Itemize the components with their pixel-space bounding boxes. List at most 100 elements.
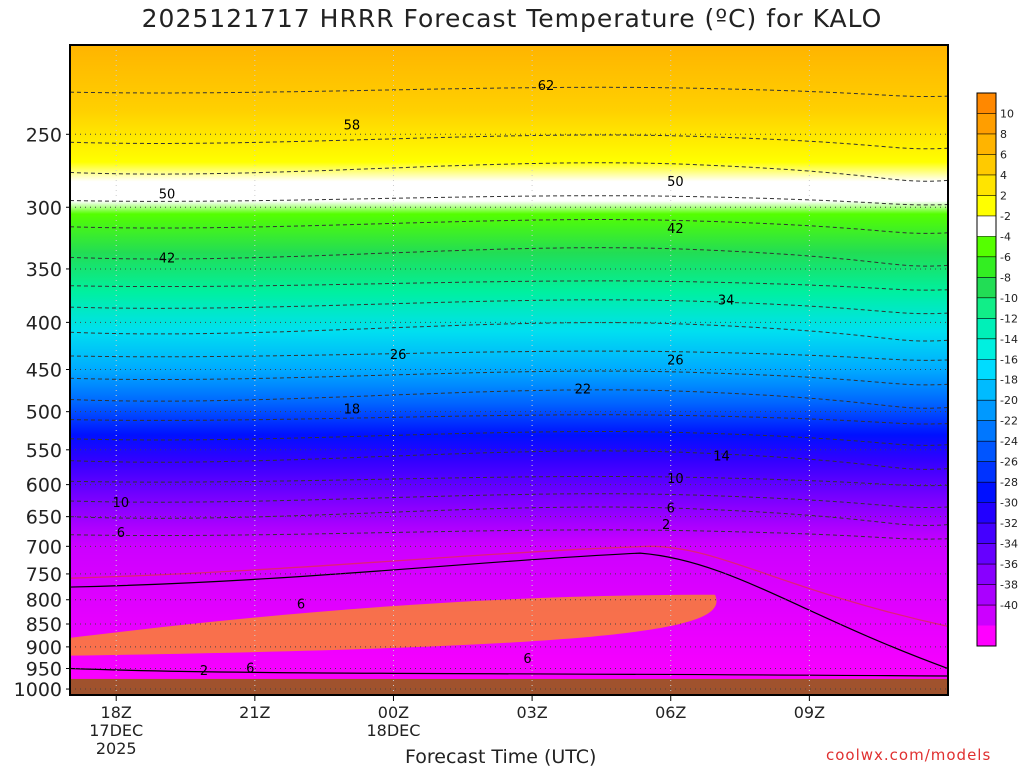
isotherm-dashed — [69, 162, 949, 182]
colorbar-swatch — [977, 236, 996, 258]
contour-label: 26 — [667, 354, 684, 369]
contour-label: 6 — [523, 652, 531, 667]
y-tick-label: 900 — [26, 637, 62, 659]
contour-label: 62 — [538, 79, 555, 94]
isotherm-dashed — [69, 370, 949, 386]
colorbar-swatch — [977, 277, 996, 299]
contour-label: 2 — [662, 518, 670, 533]
contour-label: 6 — [297, 598, 305, 613]
colorbar-label: -24 — [1000, 435, 1018, 448]
colorbar-swatch — [977, 379, 996, 401]
colorbar-label: -34 — [1000, 538, 1018, 551]
isotherm-dashed — [69, 322, 949, 342]
x-tick-label: 09Z — [794, 703, 825, 722]
x-tick-label: 18DEC — [366, 721, 420, 740]
y-tick-label: 400 — [26, 312, 62, 334]
colorbar-swatch — [977, 113, 996, 135]
colorbar-swatch — [977, 461, 996, 483]
y-tick-label: 700 — [26, 536, 62, 558]
contour-label: 6 — [246, 662, 254, 677]
site-credit[interactable]: coolwx.com/models — [826, 746, 992, 764]
colorbar-swatch — [977, 502, 996, 524]
colorbar-label: 6 — [1000, 148, 1007, 161]
colorbar-label: -6 — [1000, 251, 1011, 264]
colorbar-swatch — [977, 154, 996, 176]
colorbar-swatch — [977, 625, 996, 647]
colorbar-label: -36 — [1000, 558, 1018, 571]
colorbar-swatch — [977, 441, 996, 463]
colorbar-swatch — [977, 93, 996, 114]
colorbar-swatch — [977, 174, 996, 196]
contour-label: 42 — [667, 222, 684, 237]
isotherm-dashed — [69, 493, 949, 509]
colorbar-label: -18 — [1000, 374, 1018, 387]
colorbar-swatch — [977, 359, 996, 381]
y-tick-label: 350 — [26, 259, 62, 281]
colorbar-swatch — [977, 400, 996, 422]
colorbar-swatch — [977, 482, 996, 504]
colorbar-label: -14 — [1000, 333, 1018, 346]
colorbar-swatch — [977, 523, 996, 545]
contour-label: 2 — [200, 664, 208, 679]
contour-label: 26 — [390, 348, 407, 363]
isotherm-dashed — [69, 414, 949, 425]
chart-title: 2025121717 HRRR Forecast Temperature (ºC… — [141, 4, 883, 33]
colorbar-label: -30 — [1000, 497, 1018, 510]
contour-label: 22 — [575, 383, 592, 398]
isotherm-dashed — [69, 86, 949, 98]
colorbar-label: 2 — [1000, 189, 1007, 202]
y-tick-label: 650 — [26, 507, 62, 529]
y-tick-label: 600 — [26, 475, 62, 497]
colorbar-label: -38 — [1000, 579, 1018, 592]
isotherm-dashed — [69, 299, 949, 315]
colorbar: 10 8 6 4 2 -2 -4 -6 -8 -10 -12 -14 -16 -18 -20 -22 -24 -2… — [976, 92, 1018, 647]
contour-label: 34 — [718, 294, 735, 309]
colorbar-swatch — [977, 564, 996, 586]
isotherm-dashed — [69, 219, 949, 234]
isotherm-dashed — [69, 280, 949, 291]
colorbar-swatch — [977, 195, 996, 217]
colorbar-swatch — [977, 256, 996, 278]
contour-label: 10 — [667, 472, 684, 487]
y-tick-label: 750 — [26, 564, 62, 586]
colorbar-swatch — [977, 318, 996, 340]
isotherm-dashed — [69, 389, 949, 409]
x-axis-label: Forecast Time (UTC) — [405, 746, 597, 768]
contour-label: 42 — [159, 251, 176, 266]
colorbar-swatch — [977, 584, 996, 606]
x-tick-label: 18Z — [101, 703, 132, 722]
colorbar-label: 8 — [1000, 128, 1007, 141]
y-tick-label: 250 — [26, 124, 62, 146]
y-tick-label: 500 — [26, 402, 62, 424]
colorbar-label: -20 — [1000, 394, 1018, 407]
colorbar-label: -4 — [1000, 230, 1011, 243]
colorbar-frame — [976, 92, 997, 647]
colorbar-label: -12 — [1000, 312, 1018, 325]
isotherm-dashed — [69, 247, 949, 267]
contour-label: 18 — [344, 402, 361, 417]
x-tick-label: 06Z — [655, 703, 686, 722]
y-tick-label: 300 — [26, 197, 62, 219]
colorbar-swatch — [977, 133, 996, 155]
contour-label: 6 — [117, 526, 125, 541]
colorbar-swatch — [977, 297, 996, 319]
isotherm-solid — [69, 667, 949, 677]
y-tick-label: 1000 — [14, 679, 62, 701]
colorbar-label: -28 — [1000, 476, 1018, 489]
colorbar-label: 4 — [1000, 169, 1007, 182]
isotherm-dashed — [69, 506, 949, 526]
y-axis: 2503003504004505005506006507007508008509… — [14, 124, 70, 701]
zero-isotherm — [69, 545, 949, 627]
y-tick-label: 800 — [26, 590, 62, 612]
x-tick-label: 03Z — [516, 703, 547, 722]
isotherm-dashed — [69, 195, 949, 206]
y-tick-label: 950 — [26, 659, 62, 681]
contour-label: 10 — [113, 496, 130, 511]
contour-label: 50 — [159, 188, 176, 203]
colorbar-label: -22 — [1000, 415, 1018, 428]
x-tick-label: 17DEC — [89, 721, 143, 740]
colorbar-swatch — [977, 420, 996, 442]
x-tick-label: 00Z — [378, 703, 409, 722]
colorbar-label: -26 — [1000, 456, 1018, 469]
